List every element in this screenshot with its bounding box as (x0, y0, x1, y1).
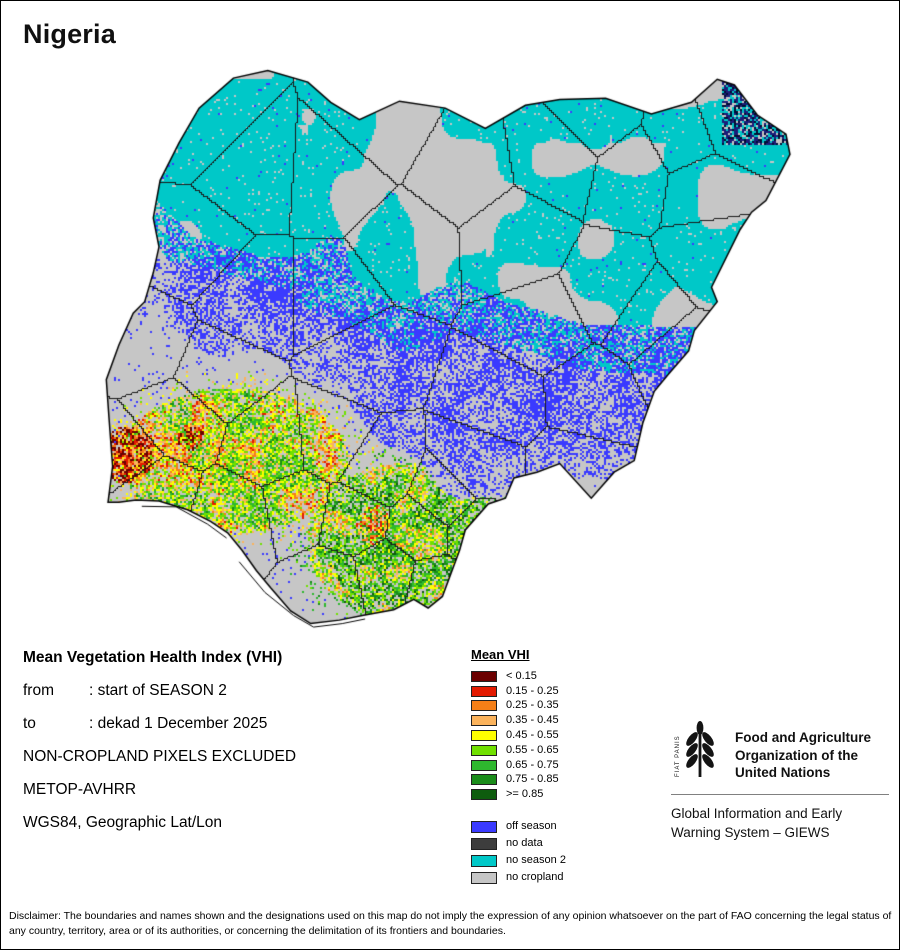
info-heading: Mean Vegetation Health Index (VHI) (23, 649, 283, 666)
legend-class-row: 0.75 - 0.85 (471, 773, 566, 788)
giews-line: Warning System – GIEWS (671, 825, 830, 841)
info-row-from: from : start of SEASON 2 (23, 682, 296, 715)
legend-category-row: no cropland (471, 869, 566, 886)
info-to-label: to (23, 715, 36, 732)
legend-color-swatch (471, 730, 497, 742)
info-note-projection: WGS84, Geographic Lat/Lon (23, 814, 223, 831)
legend-color-swatch (471, 871, 497, 884)
disclaimer-text: Disclaimer: The boundaries and names sho… (9, 910, 892, 937)
legend-color-swatch (471, 774, 497, 786)
legend-color-swatch (471, 685, 497, 697)
legend-category-row: off season (471, 818, 566, 835)
nigeria-vhi-map (96, 59, 806, 634)
legend-color-swatch (471, 744, 497, 756)
legend-class-row: 0.25 - 0.35 (471, 699, 566, 714)
fao-org-line: Food and Agriculture (735, 730, 871, 745)
info-note-sensor: METOP-AVHRR (23, 781, 137, 798)
fao-logo-motto: FIAT PANIS (675, 735, 681, 777)
legend-category-label: no cropland (506, 871, 564, 884)
legend-class-row: 0.35 - 0.45 (471, 713, 566, 728)
info-note-cropland: NON-CROPLAND PIXELS EXCLUDED (23, 748, 297, 765)
fao-branding-top: FIAT PANIS Food and Agriculture Organiza… (671, 719, 889, 782)
legend-category-label: no data (506, 837, 543, 850)
legend-class-label: < 0.15 (506, 669, 537, 682)
legend-color-swatch (471, 854, 497, 867)
fao-org-line: United Nations (735, 765, 831, 781)
legend-color-swatch (471, 759, 497, 771)
fao-org-line: Organization of the (735, 747, 858, 763)
page-title: Nigeria (23, 19, 116, 49)
info-to-value: : dekad 1 December 2025 (89, 715, 268, 732)
info-row-to: to : dekad 1 December 2025 (23, 715, 296, 748)
legend-color-swatch (471, 700, 497, 712)
legend-class-label: 0.75 - 0.85 (506, 773, 559, 786)
legend-color-swatch (471, 670, 497, 682)
legend-color-swatch (471, 820, 497, 833)
legend-category-label: no season 2 (506, 854, 566, 867)
legend-class-label: 0.65 - 0.75 (506, 758, 559, 771)
legend-class-row: < 0.15 (471, 669, 566, 684)
legend-class-row: 0.45 - 0.55 (471, 728, 566, 743)
info-from-label: from (23, 682, 54, 699)
legend-class-label: >= 0.85 (506, 788, 544, 801)
map-info-block: Mean Vegetation Health Index (VHI) from:… (23, 649, 296, 847)
giews-label: Global Information and Early Warning Sys… (671, 793, 889, 843)
legend-class-label: 0.25 - 0.35 (506, 699, 559, 712)
legend-color-swatch (471, 715, 497, 727)
info-from-value: : start of SEASON 2 (89, 682, 227, 699)
legend-class-label: 0.45 - 0.55 (506, 729, 559, 742)
legend-class-row: 0.55 - 0.65 (471, 743, 566, 758)
legend-class-label: 0.15 - 0.25 (506, 684, 559, 697)
legend-category-label: off season (506, 820, 557, 833)
legend-class-label: 0.35 - 0.45 (506, 714, 559, 727)
legend-color-swatch (471, 837, 497, 850)
legend-category-row: no season 2 (471, 852, 566, 869)
legend-class-row: 0.65 - 0.75 (471, 758, 566, 773)
legend-category-row: no data (471, 835, 566, 852)
legend-class-label: 0.55 - 0.65 (506, 743, 559, 756)
giews-line: Global Information and Early (671, 805, 843, 821)
legend-title: Mean VHI (471, 647, 530, 662)
legend: Mean VHI < 0.15 0.15 - 0.25 0.25 - 0.35 … (471, 647, 566, 886)
legend-gap (471, 802, 566, 818)
legend-class-row: >= 0.85 (471, 787, 566, 802)
legend-class-row: 0.15 - 0.25 (471, 684, 566, 699)
legend-color-swatch (471, 789, 497, 801)
fao-org-name: Food and Agriculture Organization of the… (735, 719, 871, 782)
fao-branding: FIAT PANIS Food and Agriculture Organiza… (671, 719, 889, 843)
fao-logo: FIAT PANIS (675, 721, 714, 777)
